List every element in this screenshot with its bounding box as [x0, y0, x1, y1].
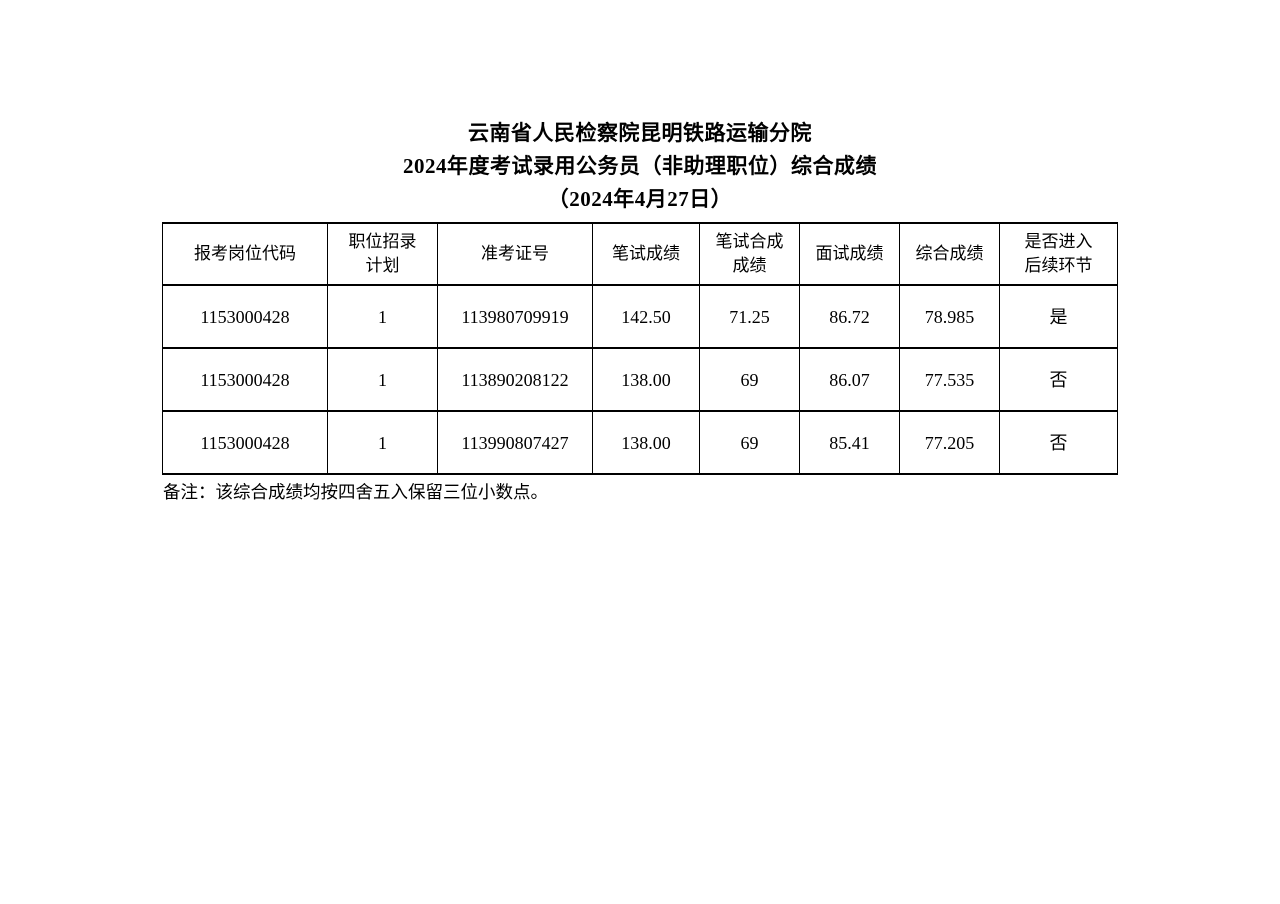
cell-admission-ticket: 113990807427: [437, 410, 593, 475]
cell-position-code: 1153000428: [162, 347, 328, 412]
document-title: 云南省人民检察院昆明铁路运输分院 2024年度考试录用公务员（非助理职位）综合成…: [0, 117, 1280, 216]
title-line-date: （2024年4月27日）: [547, 187, 733, 211]
cell-advance-next-stage: 否: [999, 410, 1118, 475]
header-recruit-plan: 职位招录 计划: [327, 222, 438, 286]
cell-advance-next-stage: 是: [999, 284, 1118, 349]
header-interview-score: 面试成绩: [799, 222, 900, 286]
scores-table: 报考岗位代码 职位招录 计划 准考证号 笔试成绩 笔试合成 成绩 面试成绩 综合…: [162, 222, 1118, 475]
cell-advance-next-stage: 否: [999, 347, 1118, 412]
header-overall-score: 综合成绩: [899, 222, 1000, 286]
cell-position-code: 1153000428: [162, 410, 328, 475]
header-admission-ticket: 准考证号: [437, 222, 593, 286]
cell-interview-score: 85.41: [799, 410, 900, 475]
cell-overall-score: 78.985: [899, 284, 1000, 349]
table-row: 1153000428 1 113990807427 138.00 69 85.4…: [162, 410, 1118, 475]
cell-recruit-plan: 1: [327, 284, 438, 349]
cell-admission-ticket: 113980709919: [437, 284, 593, 349]
cell-written-composite-score: 69: [699, 410, 800, 475]
header-written-score: 笔试成绩: [592, 222, 700, 286]
cell-written-score: 138.00: [592, 410, 700, 475]
cell-interview-score: 86.72: [799, 284, 900, 349]
cell-recruit-plan: 1: [327, 410, 438, 475]
table-header-row: 报考岗位代码 职位招录 计划 准考证号 笔试成绩 笔试合成 成绩 面试成绩 综合…: [162, 222, 1118, 286]
cell-overall-score: 77.535: [899, 347, 1000, 412]
header-position-code: 报考岗位代码: [162, 222, 328, 286]
cell-admission-ticket: 113890208122: [437, 347, 593, 412]
cell-written-score: 138.00: [592, 347, 700, 412]
header-advance-next-stage: 是否进入 后续环节: [999, 222, 1118, 286]
table-row: 1153000428 1 113980709919 142.50 71.25 8…: [162, 284, 1118, 349]
cell-interview-score: 86.07: [799, 347, 900, 412]
cell-written-score: 142.50: [592, 284, 700, 349]
cell-written-composite-score: 71.25: [699, 284, 800, 349]
footnote: 备注：该综合成绩均按四舍五入保留三位小数点。: [163, 482, 548, 502]
title-line-org: 云南省人民检察院昆明铁路运输分院: [468, 121, 812, 145]
cell-written-composite-score: 69: [699, 347, 800, 412]
table-row: 1153000428 1 113890208122 138.00 69 86.0…: [162, 347, 1118, 412]
title-line-subject: 2024年度考试录用公务员（非助理职位）综合成绩: [403, 154, 877, 178]
cell-recruit-plan: 1: [327, 347, 438, 412]
cell-overall-score: 77.205: [899, 410, 1000, 475]
cell-position-code: 1153000428: [162, 284, 328, 349]
header-written-composite-score: 笔试合成 成绩: [699, 222, 800, 286]
